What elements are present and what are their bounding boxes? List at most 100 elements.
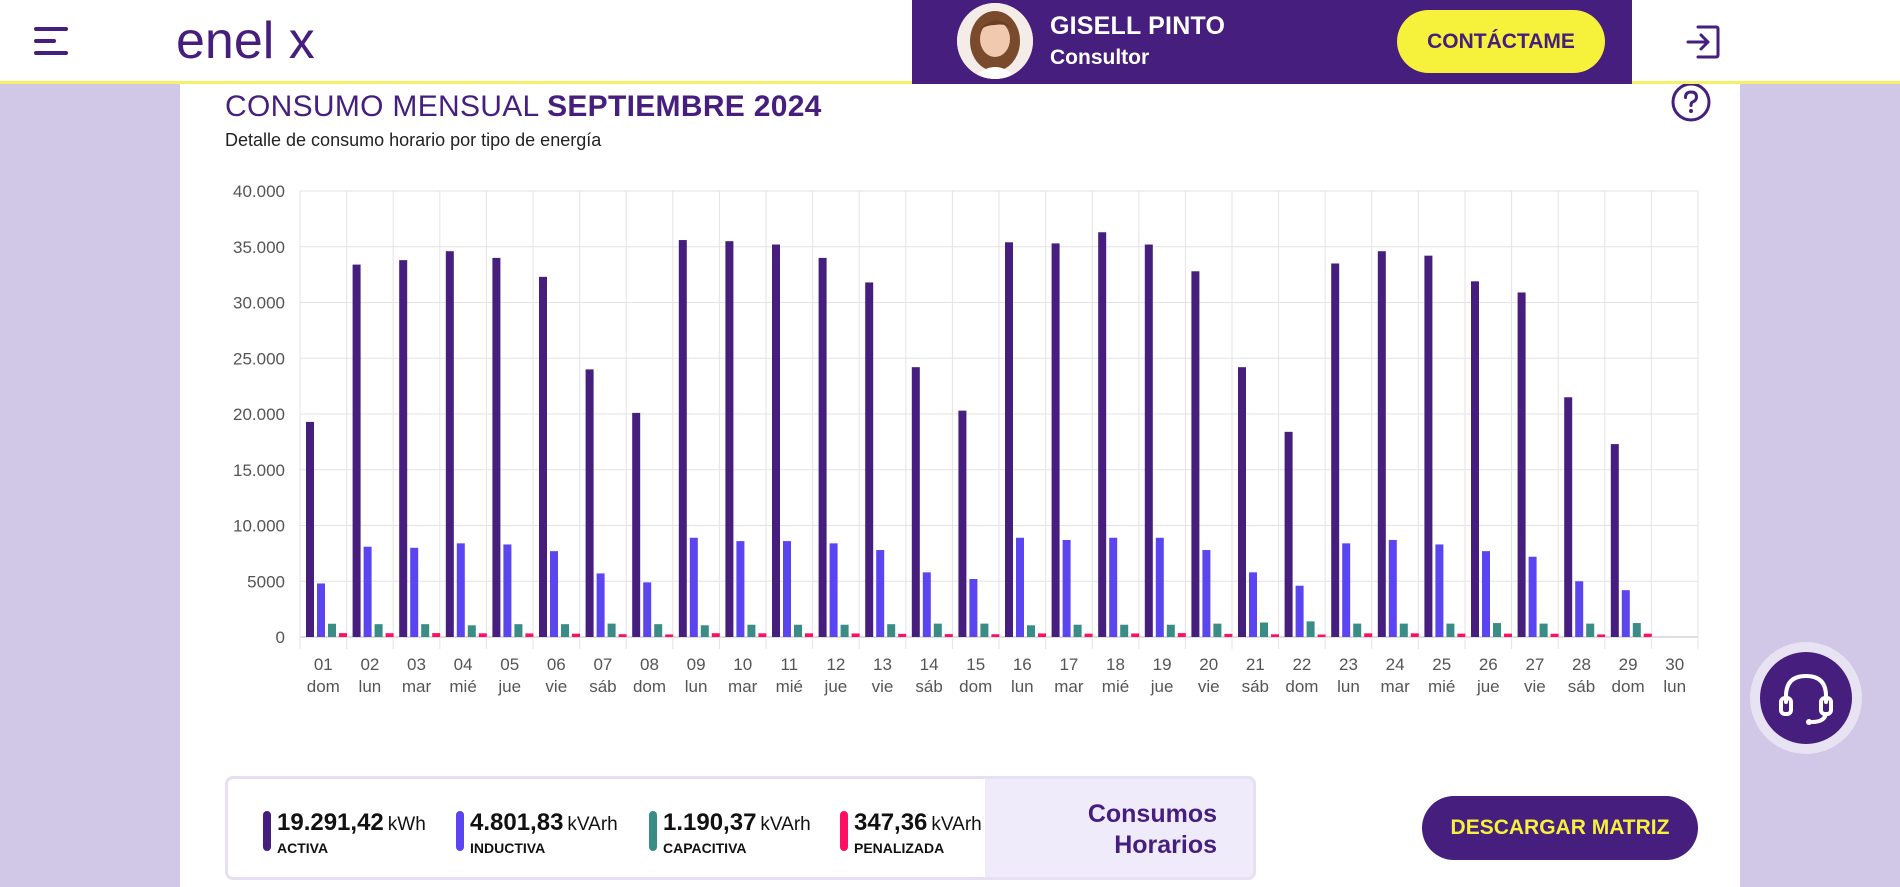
bar-capacitiva [607, 623, 616, 637]
bar-activa [1610, 444, 1619, 637]
bar-activa [585, 369, 594, 637]
bar-inductiva [1062, 539, 1071, 637]
bar-inductiva [876, 550, 885, 637]
x-tick-label-weekday: dom [307, 677, 340, 696]
x-tick-label-weekday: jue [1476, 677, 1500, 696]
bar-activa [539, 276, 547, 637]
bar-penalizada [1038, 633, 1046, 637]
x-tick-label-day: 09 [687, 655, 706, 674]
bar-activa [1238, 367, 1246, 637]
legend-capacitiva-value-line: 1.190,37 kVArh [663, 809, 811, 837]
bar-activa [958, 410, 967, 637]
bar-inductiva [1109, 537, 1118, 637]
y-tick-label: 15.000 [233, 461, 285, 480]
x-tick-label-weekday: lun [685, 677, 708, 696]
x-tick-label-weekday: lun [1011, 677, 1034, 696]
headset-icon [1779, 673, 1833, 725]
bar-inductiva [643, 582, 652, 637]
x-tick-label-day: 29 [1619, 655, 1638, 674]
bar-penalizada [525, 633, 534, 637]
x-tick-label-weekday: vie [1198, 677, 1220, 696]
legend-inductiva-value: 4.801,83 [470, 809, 564, 836]
bar-inductiva [503, 544, 512, 637]
x-tick-label-weekday: mar [1380, 677, 1410, 696]
bar-inductiva [1249, 572, 1257, 637]
hamburger-menu-icon[interactable] [34, 27, 70, 57]
x-tick-label-weekday: dom [959, 677, 992, 696]
y-tick-label: 25.000 [233, 349, 285, 368]
x-tick-label-day: 24 [1386, 655, 1405, 674]
legend-activa-swatch [263, 811, 271, 851]
bar-capacitiva [1586, 623, 1595, 637]
bar-penalizada [665, 634, 674, 637]
x-tick-label-day: 27 [1525, 655, 1544, 674]
bar-penalizada [618, 634, 627, 637]
bar-capacitiva [794, 624, 802, 637]
contact-button[interactable]: CONTÁCTAME [1397, 10, 1605, 73]
bar-activa [1471, 281, 1479, 637]
support-button[interactable] [1750, 642, 1862, 754]
bar-capacitiva [1539, 623, 1548, 637]
bar-capacitiva [1493, 623, 1501, 637]
legend-activa-unit: kWh [387, 814, 426, 835]
bar-penalizada [385, 633, 394, 637]
y-tick-label: 35.000 [233, 238, 285, 257]
x-tick-label-weekday: mar [1054, 677, 1084, 696]
bar-capacitiva [1166, 624, 1175, 637]
bar-penalizada [1177, 633, 1186, 637]
bar-penalizada [1131, 633, 1140, 637]
bar-penalizada [572, 633, 580, 637]
bar-activa [1051, 243, 1060, 637]
x-tick-label-day: 06 [547, 655, 566, 674]
bar-penalizada [1550, 633, 1559, 637]
x-tick-label-day: 26 [1479, 655, 1498, 674]
bar-activa [911, 367, 920, 637]
summary-legend: 19.291,42 kWh ACTIVA 4.801,83 kVArh INDUCT… [225, 776, 1256, 880]
bar-penalizada [711, 633, 720, 637]
bar-inductiva [550, 551, 558, 637]
download-matrix-button[interactable]: DESCARGAR MATRIZ [1422, 796, 1698, 860]
bar-inductiva [596, 573, 605, 637]
bar-activa [492, 257, 501, 637]
legend-activa-value: 19.291,42 [277, 809, 384, 836]
logout-icon[interactable] [1684, 23, 1722, 61]
bar-inductiva [736, 541, 745, 637]
x-tick-label-weekday: dom [1612, 677, 1645, 696]
bar-inductiva [410, 547, 419, 637]
x-tick-label-weekday: lun [1663, 677, 1686, 696]
bar-inductiva [969, 579, 978, 637]
bar-penalizada [1271, 634, 1279, 637]
x-tick-label-weekday: mié [449, 677, 476, 696]
bar-penalizada [805, 633, 813, 637]
x-tick-label-weekday: sáb [1242, 677, 1269, 696]
legend-inductiva-value-line: 4.801,83 kVArh [470, 809, 618, 837]
bar-activa [352, 264, 361, 637]
page-title: CONSUMO MENSUAL SEPTIEMBRE 2024 [225, 90, 822, 124]
x-tick-label-weekday: mié [1102, 677, 1129, 696]
bar-penalizada [1317, 634, 1326, 637]
bar-capacitiva [933, 623, 942, 637]
x-tick-label-weekday: dom [633, 677, 666, 696]
avatar [957, 3, 1033, 79]
y-tick-label: 40.000 [233, 182, 285, 201]
bar-inductiva [1155, 537, 1164, 637]
x-tick-label-day: 17 [1059, 655, 1078, 674]
legend-capacitiva-value: 1.190,37 [663, 809, 757, 836]
x-tick-label-day: 11 [780, 655, 798, 674]
bar-activa [1517, 292, 1526, 637]
bar-activa [1098, 232, 1107, 637]
x-tick-label-day: 01 [314, 655, 333, 674]
enel-x-logo[interactable]: enel x [176, 8, 376, 74]
x-tick-label-day: 25 [1432, 655, 1451, 674]
bar-activa [1191, 271, 1200, 637]
bar-capacitiva [374, 624, 383, 637]
help-icon[interactable] [1671, 82, 1711, 122]
x-tick-label-weekday: mié [1428, 677, 1455, 696]
x-tick-label-weekday: lun [359, 677, 382, 696]
x-tick-label-day: 02 [360, 655, 379, 674]
bar-activa [1005, 242, 1013, 637]
hourly-consumption-tab[interactable]: Consumos Horarios [985, 779, 1253, 877]
x-tick-label-weekday: sáb [915, 677, 942, 696]
bar-inductiva [689, 537, 698, 637]
x-tick-label-weekday: sáb [589, 677, 616, 696]
